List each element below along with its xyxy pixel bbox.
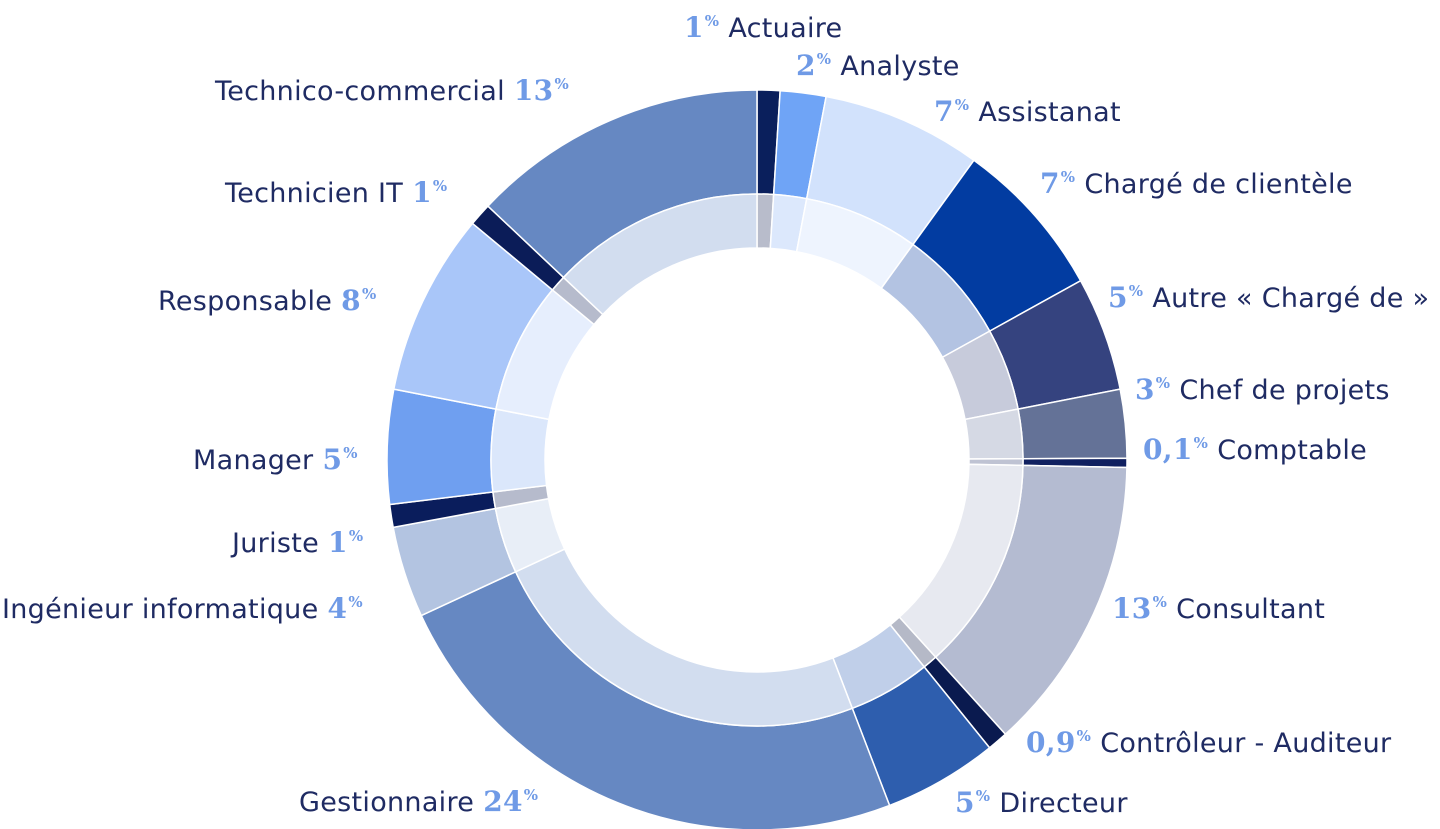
pct-autre-charge-de: 5%	[1108, 281, 1144, 314]
label-chef-de-projets: 3% Chef de projets	[1135, 374, 1390, 407]
pct-consultant: 13%	[1112, 592, 1168, 625]
name-responsable: Responsable	[158, 286, 333, 317]
name-ingenieur-informatique: Ingénieur informatique	[2, 594, 319, 625]
name-actuaire: Actuaire	[728, 13, 843, 44]
inner-slice-manager	[490, 408, 550, 493]
label-responsable: Responsable 8%	[158, 285, 377, 318]
name-chef-de-projets: Chef de projets	[1179, 375, 1390, 406]
pct-technico-commercial: 13%	[513, 74, 570, 107]
label-directeur: 5% Directeur	[955, 787, 1128, 820]
pct-analyste: 2%	[796, 49, 832, 82]
pct-responsable: 8%	[341, 284, 377, 317]
label-actuaire: 1% Actuaire	[684, 12, 842, 45]
pct-chef-de-projets: 3%	[1135, 373, 1171, 406]
name-technicien-it: Technicien IT	[225, 178, 404, 209]
label-juriste: Juriste 1%	[232, 527, 363, 560]
name-juriste: Juriste	[232, 528, 320, 559]
name-comptable: Comptable	[1217, 435, 1368, 466]
label-charge-de-clientele: 7% Chargé de clientèle	[1040, 168, 1353, 201]
name-gestionnaire: Gestionnaire	[299, 787, 475, 818]
pct-comptable: 0,1%	[1143, 433, 1209, 466]
name-controleur-auditeur: Contrôleur - Auditeur	[1100, 728, 1392, 759]
pct-manager: 5%	[322, 443, 358, 476]
pct-ingenieur-informatique: 4%	[327, 592, 363, 625]
pct-assistanat: 7%	[934, 95, 970, 128]
label-manager: Manager 5%	[193, 444, 358, 477]
name-assistanat: Assistanat	[978, 97, 1121, 128]
pct-juriste: 1%	[328, 526, 364, 559]
name-charge-de-clientele: Chargé de clientèle	[1084, 169, 1353, 200]
label-technicien-it: Technicien IT 1%	[225, 177, 447, 210]
name-autre-charge-de: Autre « Chargé de »	[1152, 283, 1430, 314]
label-consultant: 13% Consultant	[1112, 593, 1325, 626]
name-consultant: Consultant	[1176, 594, 1326, 625]
name-analyste: Analyste	[840, 51, 960, 82]
pct-actuaire: 1%	[684, 11, 720, 44]
name-technico-commercial: Technico-commercial	[215, 76, 505, 107]
label-comptable: 0,1% Comptable	[1143, 434, 1367, 467]
pct-gestionnaire: 24%	[483, 785, 539, 818]
inner-slice-technico-commercial	[562, 193, 758, 316]
pct-technicien-it: 1%	[412, 176, 448, 209]
pct-controleur-auditeur: 0,9%	[1026, 726, 1092, 759]
pct-directeur: 5%	[955, 786, 991, 819]
name-directeur: Directeur	[999, 788, 1128, 819]
name-manager: Manager	[193, 445, 314, 476]
pct-charge-de-clientele: 7%	[1040, 167, 1076, 200]
label-technico-commercial: Technico-commercial 13%	[215, 75, 569, 108]
label-assistanat: 7% Assistanat	[934, 96, 1121, 129]
label-analyste: 2% Analyste	[796, 50, 960, 83]
label-controleur-auditeur: 0,9% Contrôleur - Auditeur	[1026, 727, 1391, 760]
label-gestionnaire: Gestionnaire 24%	[299, 786, 538, 819]
label-autre-charge-de: 5% Autre « Chargé de »	[1108, 282, 1429, 315]
label-ingenieur-informatique: Ingénieur informatique 4%	[2, 593, 363, 626]
